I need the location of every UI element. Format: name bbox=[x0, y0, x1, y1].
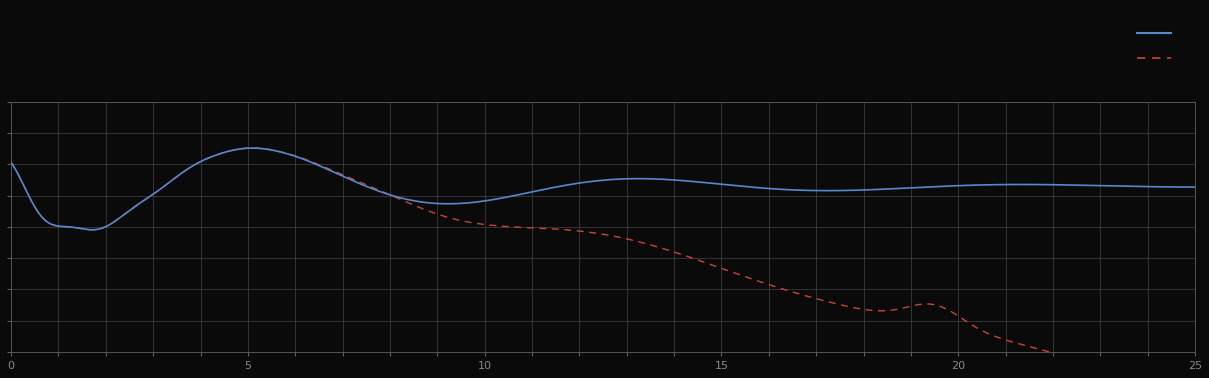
Legend: , : , bbox=[1132, 21, 1188, 71]
